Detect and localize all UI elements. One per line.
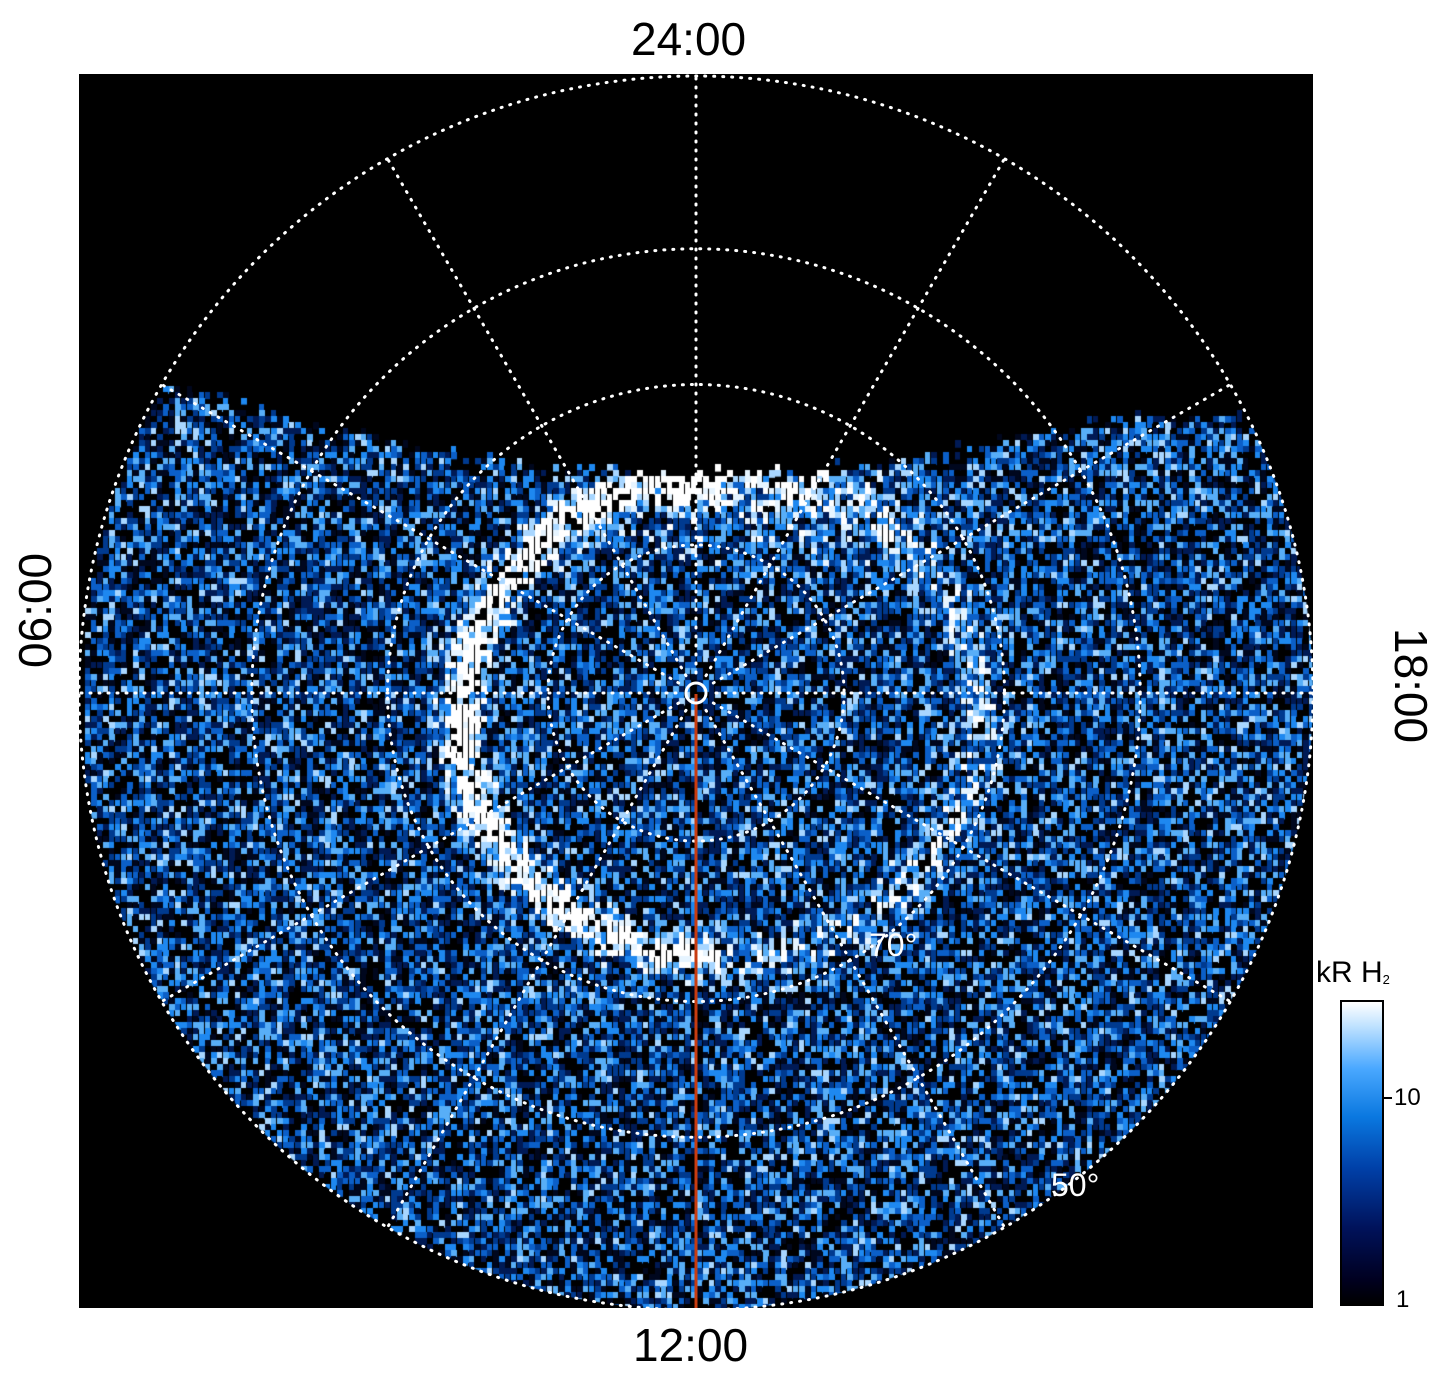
local-time-meridian — [704, 708, 1006, 1229]
local-time-label-dawn: 06:00 — [9, 552, 61, 668]
latitude-label-70: 70° — [869, 927, 917, 963]
pole-marker — [684, 681, 708, 705]
colorbar-title: kR H2 — [1316, 956, 1390, 989]
latitude-circle — [79, 74, 1313, 1308]
colorbar-tick-10: 10 — [1394, 1084, 1421, 1111]
local-time-meridian — [704, 157, 1006, 678]
local-time-meridian — [160, 383, 681, 685]
latitude-label-50: 50° — [1051, 1167, 1099, 1203]
colorbar-tick-mark-10 — [1384, 1097, 1392, 1099]
local-time-meridian — [160, 701, 681, 1003]
local-time-meridian — [386, 708, 688, 1229]
colorbar — [1340, 1000, 1384, 1306]
local-time-label-noon: 12:00 — [633, 1319, 749, 1371]
polar-grid: 70° 50° — [79, 74, 1313, 1308]
local-time-meridian — [386, 157, 688, 678]
local-time-meridian — [711, 383, 1232, 685]
local-time-label-midnight: 24:00 — [631, 13, 747, 65]
local-time-meridian — [711, 701, 1232, 1003]
local-time-label-dusk: 18:00 — [1385, 628, 1437, 744]
colorbar-tick-1: 1 — [1396, 1286, 1410, 1313]
auroral-polar-image: 70° 50° — [79, 74, 1313, 1308]
